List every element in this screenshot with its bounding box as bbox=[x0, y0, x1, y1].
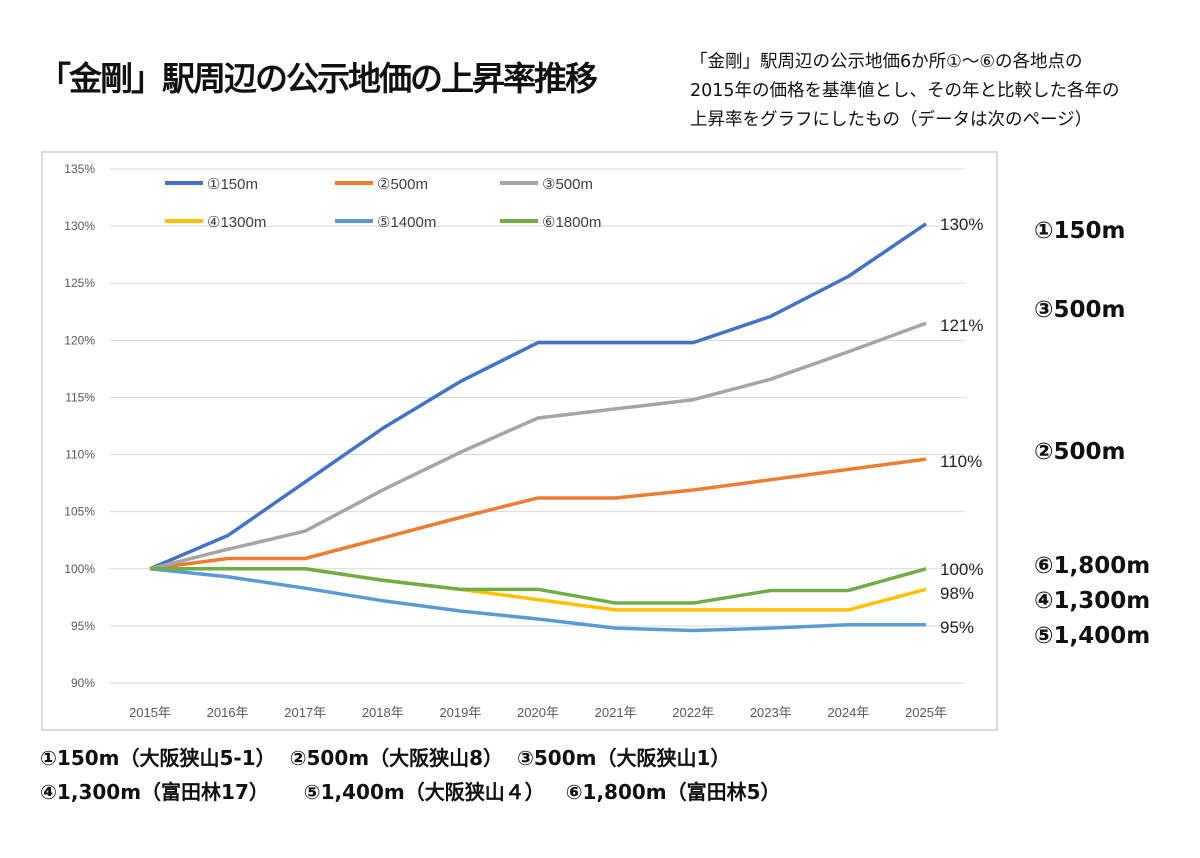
x-tick-label: 2020年 bbox=[517, 705, 559, 720]
y-tick-label: 135% bbox=[64, 162, 95, 176]
y-tick-label: 90% bbox=[71, 676, 95, 690]
y-tick-label: 105% bbox=[64, 505, 95, 519]
series-line bbox=[150, 567, 927, 605]
x-tick-label: 2016年 bbox=[207, 705, 249, 720]
legend-label: ④1300m bbox=[207, 214, 266, 231]
legend-label: ⑥1800m bbox=[542, 214, 601, 231]
plot-frame bbox=[41, 151, 998, 731]
footer-line: ④1,300m（富田林17） ⑤1,400m（大阪狭山４） ⑥1,800m（富田… bbox=[40, 780, 781, 804]
end-data-label: 98% bbox=[940, 584, 974, 603]
y-tick-label: 100% bbox=[64, 562, 95, 576]
end-data-label: 121% bbox=[940, 316, 983, 335]
legend-label: ②500m bbox=[377, 176, 428, 193]
series-line bbox=[149, 567, 926, 633]
series-line bbox=[149, 222, 927, 571]
legend-label: ⑤1400m bbox=[377, 214, 436, 231]
end-data-label: 100% bbox=[940, 560, 983, 579]
subtitle: 「金剛」駅周辺の公示地価6か所①～⑥の各地点の 2015年の価格を基準値とし、そ… bbox=[690, 48, 1120, 135]
end-data-label: 130% bbox=[940, 215, 983, 234]
end-data-label: 95% bbox=[940, 618, 974, 637]
x-tick-label: 2021年 bbox=[595, 705, 637, 720]
x-tick-label: 2022年 bbox=[672, 705, 714, 720]
right-label: ④1,300m bbox=[1034, 588, 1151, 614]
right-label: ②500m bbox=[1034, 439, 1126, 465]
y-tick-label: 120% bbox=[64, 333, 95, 347]
x-tick-label: 2017年 bbox=[284, 705, 326, 720]
right-label: ⑥1,800m bbox=[1034, 553, 1151, 579]
y-tick-label: 115% bbox=[65, 390, 95, 404]
footer-line: ①150m（大阪狭山5-1） ②500m（大阪狭山8） ③500m（大阪狭山1） bbox=[40, 746, 731, 770]
series-line bbox=[149, 321, 927, 571]
right-label: ③500m bbox=[1034, 297, 1126, 323]
end-data-label: 110% bbox=[940, 452, 982, 471]
subtitle-line: 「金剛」駅周辺の公示地価6か所①～⑥の各地点の bbox=[690, 52, 1083, 72]
series-line bbox=[149, 457, 927, 571]
x-tick-label: 2019年 bbox=[439, 705, 481, 720]
x-tick-label: 2018年 bbox=[362, 705, 404, 720]
right-label: ⑤1,400m bbox=[1034, 623, 1151, 649]
y-tick-label: 125% bbox=[64, 276, 95, 290]
legend-label: ①150m bbox=[207, 176, 258, 193]
page-title: 「金剛」駅周辺の公示地価の上昇率推移 bbox=[38, 59, 598, 98]
x-tick-label: 2015年 bbox=[129, 705, 171, 720]
right-label: ①150m bbox=[1034, 218, 1126, 244]
y-tick-label: 110% bbox=[65, 448, 95, 462]
x-tick-label: 2024年 bbox=[827, 705, 869, 720]
subtitle-line: 2015年の価格を基準値とし、その年と比較した各年の bbox=[690, 81, 1120, 101]
x-tick-label: 2023年 bbox=[750, 705, 792, 720]
subtitle-line: 上昇率をグラフにしたもの（データは次のページ） bbox=[690, 110, 1093, 130]
y-tick-label: 130% bbox=[64, 219, 95, 233]
legend-label: ③500m bbox=[542, 176, 593, 193]
y-tick-label: 95% bbox=[71, 619, 95, 633]
x-tick-label: 2025年 bbox=[905, 705, 947, 720]
